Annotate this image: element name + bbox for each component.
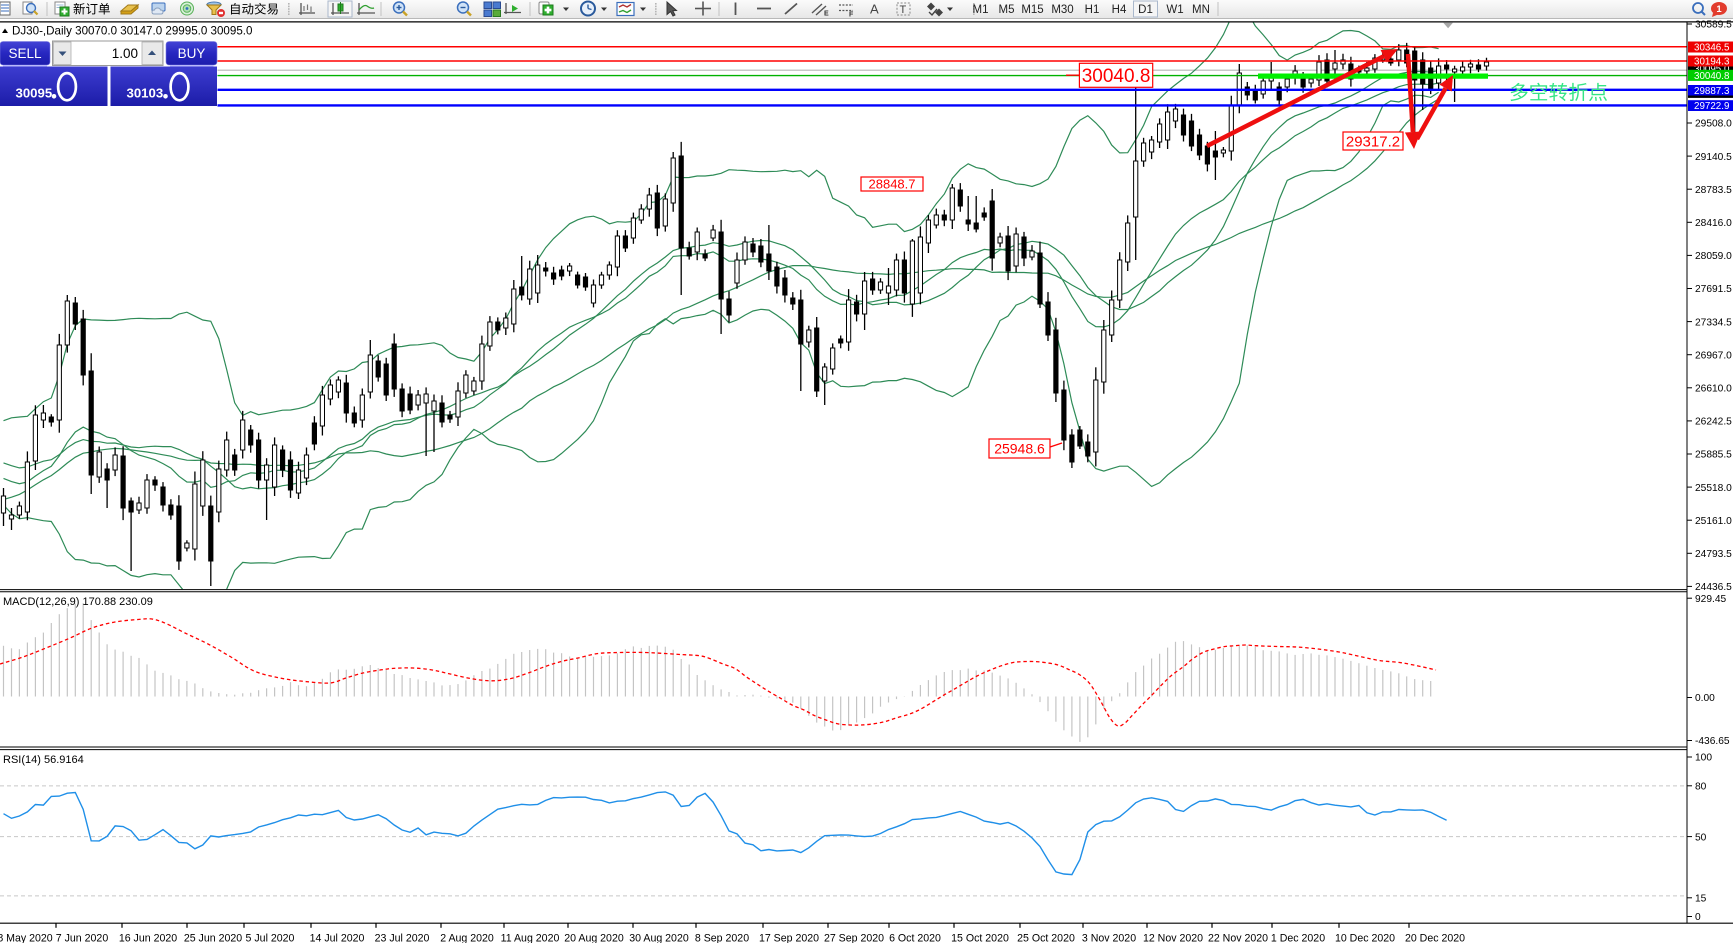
svg-text:11 Aug 2020: 11 Aug 2020 bbox=[501, 933, 560, 943]
svg-text:T: T bbox=[900, 4, 907, 16]
svg-text:7 Jun 2020: 7 Jun 2020 bbox=[56, 933, 109, 943]
svg-text:M1: M1 bbox=[973, 4, 989, 16]
svg-text:1.00: 1.00 bbox=[112, 46, 138, 61]
svg-text:H1: H1 bbox=[1085, 4, 1100, 16]
svg-text:20 Dec 2020: 20 Dec 2020 bbox=[1405, 933, 1465, 943]
svg-text:25161.0: 25161.0 bbox=[1695, 516, 1732, 527]
svg-text:1 Dec 2020: 1 Dec 2020 bbox=[1271, 933, 1325, 943]
svg-text:SELL: SELL bbox=[8, 46, 42, 61]
svg-text:BUY: BUY bbox=[178, 46, 206, 61]
svg-text:12 Nov 2020: 12 Nov 2020 bbox=[1143, 933, 1203, 943]
svg-text:MN: MN bbox=[1192, 4, 1210, 16]
svg-text:A: A bbox=[870, 2, 879, 17]
svg-text:100: 100 bbox=[1695, 753, 1712, 764]
svg-text:28783.5: 28783.5 bbox=[1695, 185, 1732, 196]
svg-text:80: 80 bbox=[1695, 782, 1707, 793]
svg-text:17 Sep 2020: 17 Sep 2020 bbox=[759, 933, 819, 943]
svg-text:2 Aug 2020: 2 Aug 2020 bbox=[440, 933, 494, 943]
svg-text:E: E bbox=[824, 11, 829, 18]
svg-text:14 Jul 2020: 14 Jul 2020 bbox=[310, 933, 365, 943]
svg-text:24793.5: 24793.5 bbox=[1695, 549, 1732, 560]
svg-text:-436.65: -436.65 bbox=[1695, 736, 1730, 747]
svg-text:3 Nov 2020: 3 Nov 2020 bbox=[1082, 933, 1136, 943]
svg-text:28848.7: 28848.7 bbox=[869, 177, 916, 192]
svg-text:50: 50 bbox=[1695, 832, 1707, 843]
svg-text:30589.5: 30589.5 bbox=[1695, 20, 1732, 31]
svg-text:25518.0: 25518.0 bbox=[1695, 483, 1732, 494]
svg-text:RSI(14) 56.9164: RSI(14) 56.9164 bbox=[3, 754, 84, 766]
svg-text:D1: D1 bbox=[1138, 4, 1153, 16]
svg-text:H4: H4 bbox=[1112, 4, 1127, 16]
svg-text:15: 15 bbox=[1695, 894, 1707, 905]
svg-text:6 Oct 2020: 6 Oct 2020 bbox=[889, 933, 941, 943]
svg-text:26967.0: 26967.0 bbox=[1695, 350, 1732, 361]
svg-text:30194.3: 30194.3 bbox=[1694, 57, 1730, 68]
svg-text:8 May 2020: 8 May 2020 bbox=[0, 933, 53, 943]
svg-text:10 Dec 2020: 10 Dec 2020 bbox=[1335, 933, 1395, 943]
svg-text:20 Aug 2020: 20 Aug 2020 bbox=[564, 933, 624, 943]
svg-text:30095: 30095 bbox=[16, 85, 53, 100]
svg-text:W1: W1 bbox=[1166, 4, 1183, 16]
svg-text:23 Jul 2020: 23 Jul 2020 bbox=[375, 933, 430, 943]
svg-text:29722.9: 29722.9 bbox=[1694, 101, 1729, 112]
svg-text:22 Nov 2020: 22 Nov 2020 bbox=[1208, 933, 1268, 943]
svg-text:M5: M5 bbox=[999, 4, 1015, 16]
svg-text:25 Oct 2020: 25 Oct 2020 bbox=[1017, 933, 1075, 943]
svg-text:27334.5: 27334.5 bbox=[1695, 317, 1732, 328]
svg-text:24436.5: 24436.5 bbox=[1695, 582, 1732, 593]
svg-text:F: F bbox=[849, 12, 854, 19]
svg-text:30103: 30103 bbox=[127, 85, 164, 100]
svg-text:5 Jul 2020: 5 Jul 2020 bbox=[246, 933, 295, 943]
svg-text:29317.2: 29317.2 bbox=[1346, 133, 1400, 150]
svg-text:8 Sep 2020: 8 Sep 2020 bbox=[695, 933, 749, 943]
svg-text:28059.0: 28059.0 bbox=[1695, 251, 1732, 262]
svg-text:929.45: 929.45 bbox=[1695, 594, 1726, 605]
svg-text:M30: M30 bbox=[1051, 4, 1073, 16]
svg-text:15 Oct 2020: 15 Oct 2020 bbox=[951, 933, 1009, 943]
svg-text:30346.5: 30346.5 bbox=[1694, 43, 1730, 54]
svg-text:25 Jun 2020: 25 Jun 2020 bbox=[184, 933, 242, 943]
svg-text:29140.5: 29140.5 bbox=[1695, 152, 1732, 163]
svg-text:26242.5: 26242.5 bbox=[1695, 417, 1732, 428]
svg-text:25885.5: 25885.5 bbox=[1695, 450, 1732, 461]
svg-text:26610.0: 26610.0 bbox=[1695, 384, 1732, 395]
svg-text:30040.8: 30040.8 bbox=[1694, 71, 1730, 82]
svg-text:27691.5: 27691.5 bbox=[1695, 284, 1732, 295]
svg-text:0.00: 0.00 bbox=[1695, 693, 1715, 704]
svg-text:M15: M15 bbox=[1021, 4, 1043, 16]
svg-text:29508.0: 29508.0 bbox=[1695, 119, 1732, 130]
svg-text:25948.6: 25948.6 bbox=[994, 441, 1045, 457]
svg-text:28416.0: 28416.0 bbox=[1695, 218, 1732, 229]
svg-text:MACD(12,26,9) 170.88 230.09: MACD(12,26,9) 170.88 230.09 bbox=[3, 596, 153, 608]
svg-text:30095.0: 30095.0 bbox=[1694, 64, 1730, 75]
svg-text:27 Sep 2020: 27 Sep 2020 bbox=[824, 933, 884, 943]
svg-text:29887.3: 29887.3 bbox=[1694, 86, 1730, 97]
svg-text:16 Jun 2020: 16 Jun 2020 bbox=[119, 933, 177, 943]
svg-text:30040.8: 30040.8 bbox=[1082, 66, 1151, 87]
svg-text:30 Aug 2020: 30 Aug 2020 bbox=[629, 933, 689, 943]
svg-text:DJ30-,Daily 30070.0 30147.0 2: DJ30-,Daily 30070.0 30147.0 29995.0 3009… bbox=[12, 24, 252, 37]
svg-text:0: 0 bbox=[1695, 912, 1701, 923]
svg-text:1: 1 bbox=[1716, 4, 1722, 15]
